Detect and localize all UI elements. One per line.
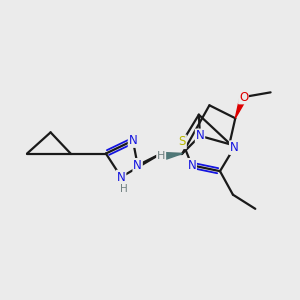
- Text: N: N: [133, 159, 142, 172]
- Polygon shape: [235, 96, 247, 118]
- Text: N: N: [117, 171, 126, 184]
- Text: H: H: [120, 184, 128, 194]
- Text: H: H: [157, 151, 165, 161]
- Text: N: N: [196, 129, 204, 142]
- Polygon shape: [165, 153, 182, 159]
- Text: O: O: [239, 91, 248, 103]
- Text: S: S: [179, 135, 186, 148]
- Text: N: N: [129, 134, 137, 147]
- Text: N: N: [230, 141, 239, 154]
- Text: N: N: [188, 159, 196, 172]
